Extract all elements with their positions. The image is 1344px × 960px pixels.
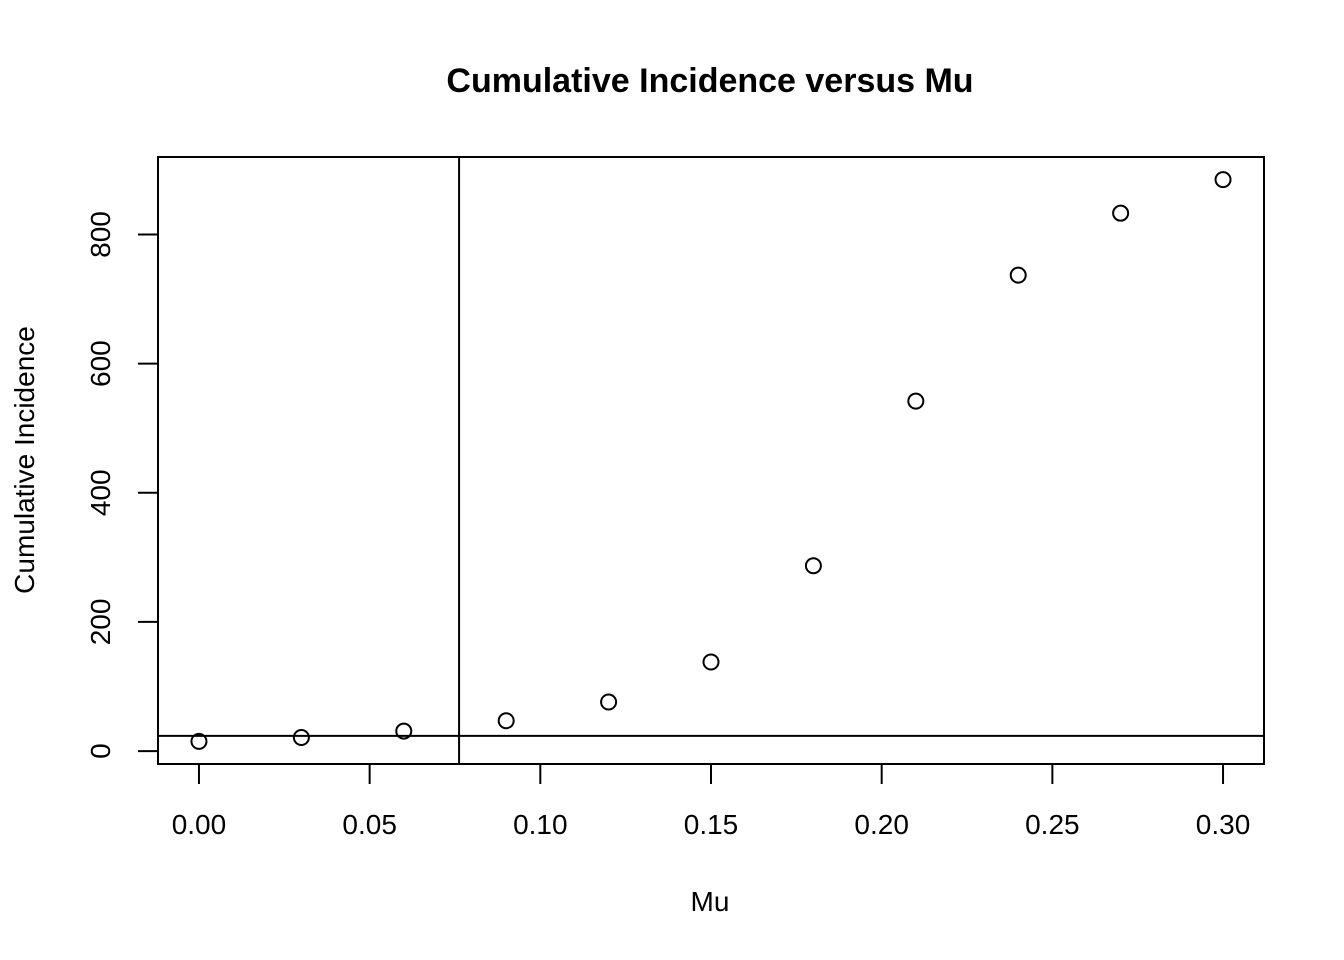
x-tick-label: 0.05	[342, 809, 397, 840]
data-point	[702, 653, 720, 671]
data-point	[1214, 171, 1232, 189]
x-axis: 0.00 0.05 0.10 0.15 0.20 0.25 0.30	[172, 763, 1251, 840]
plot-frame	[157, 156, 1265, 765]
data-point	[907, 392, 925, 410]
y-axis-label: Cumulative Incidence	[9, 326, 40, 594]
y-tick-label: 600	[85, 340, 116, 387]
x-tick-label: 0.20	[854, 809, 909, 840]
data-point	[395, 722, 413, 740]
chart-title: Cumulative Incidence versus Mu	[446, 62, 973, 100]
data-point	[292, 729, 310, 747]
y-tick-label: 200	[85, 599, 116, 646]
y-tick-label: 0	[85, 743, 116, 759]
x-tick-label: 0.25	[1025, 809, 1080, 840]
data-point	[804, 557, 822, 575]
data-point	[600, 693, 618, 711]
x-tick-label: 0.15	[684, 809, 739, 840]
data-point	[1112, 204, 1130, 222]
x-tick-label: 0.30	[1196, 809, 1251, 840]
data-points	[190, 171, 1232, 750]
y-tick-label: 800	[85, 211, 116, 258]
y-tick-label: 400	[85, 469, 116, 516]
data-point	[190, 732, 208, 750]
x-axis-label: Mu	[691, 886, 730, 917]
data-point	[497, 712, 515, 730]
y-axis: 0 200 400 600 800	[85, 211, 159, 759]
x-tick-label: 0.00	[172, 809, 227, 840]
x-tick-label: 0.10	[513, 809, 568, 840]
reference-lines	[158, 157, 1264, 764]
data-point	[1009, 266, 1027, 284]
